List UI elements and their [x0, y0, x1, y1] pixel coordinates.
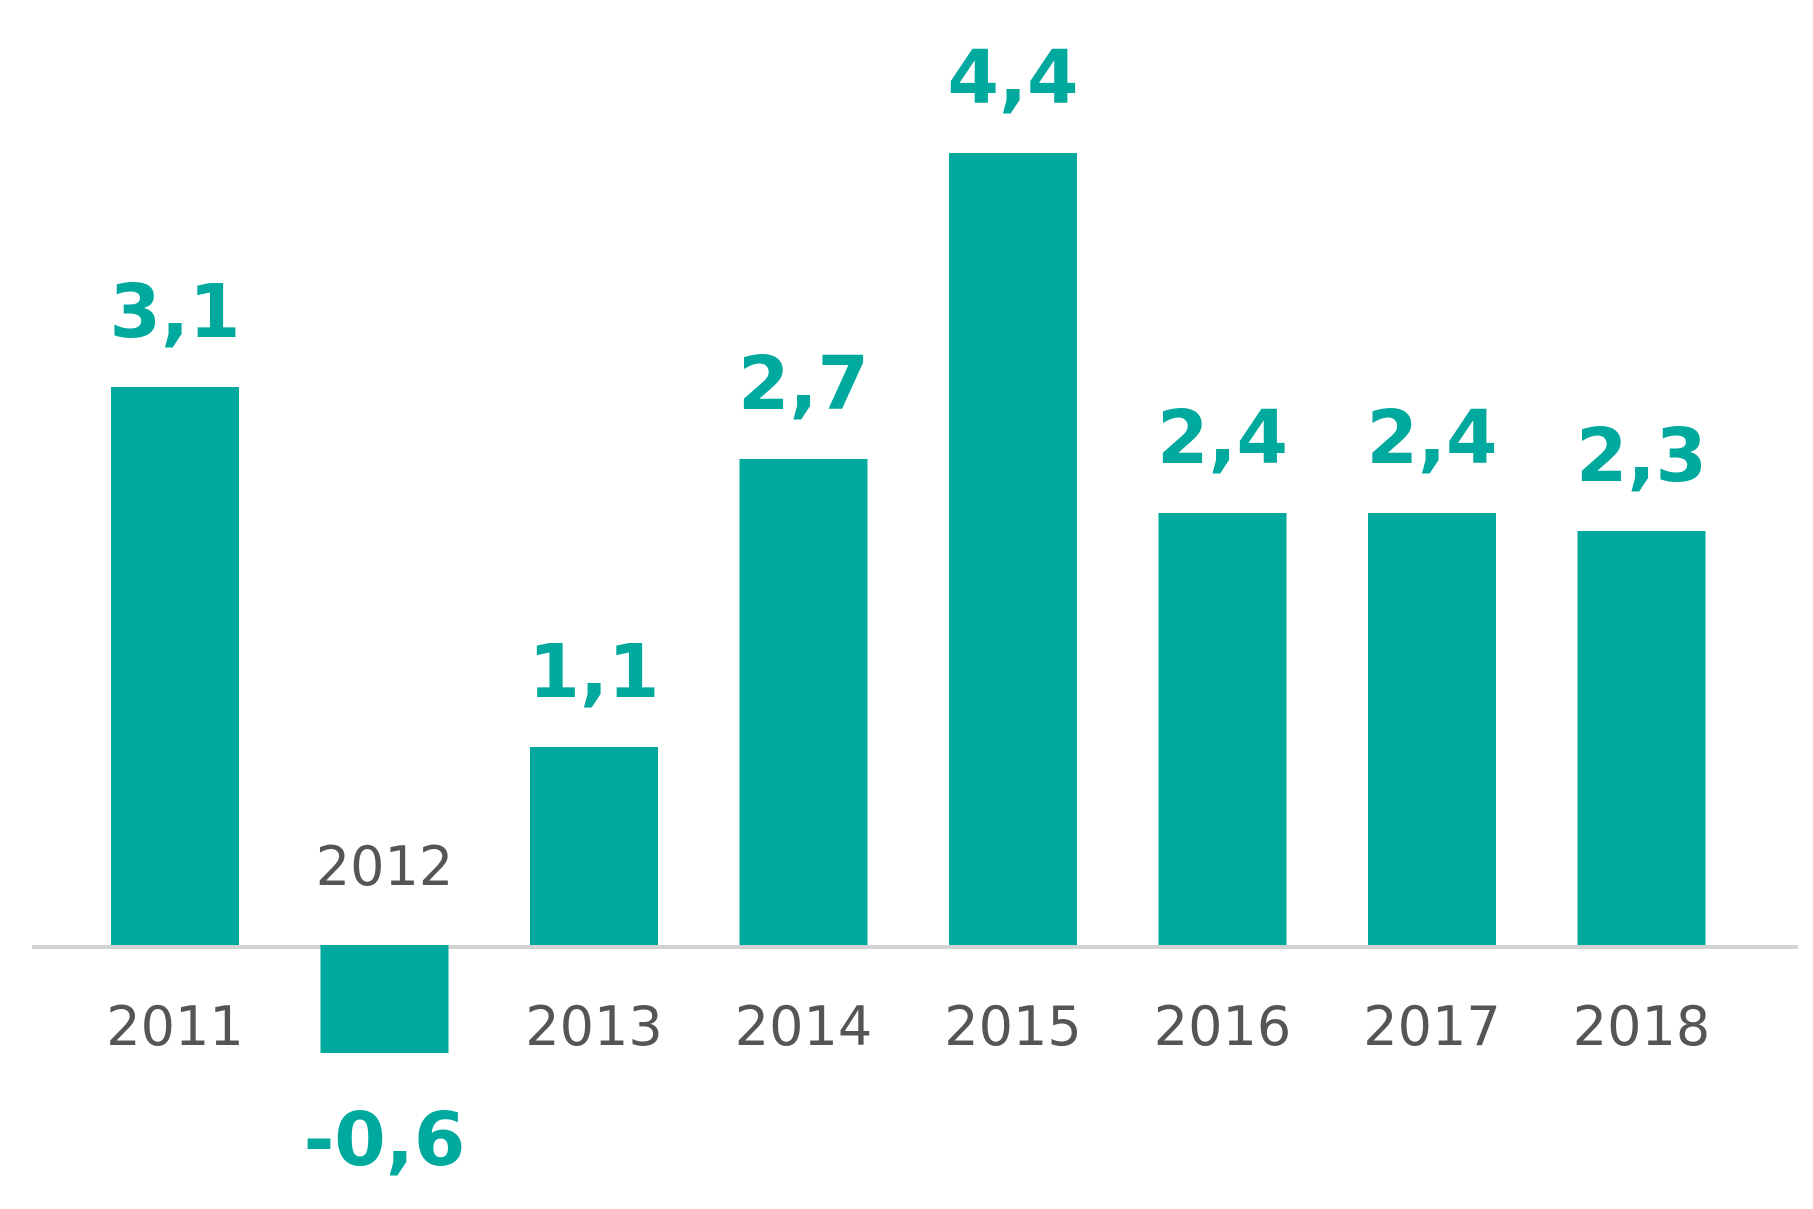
value-label-2015: 4,4	[947, 35, 1078, 121]
bar-2016	[1158, 513, 1287, 945]
year-label-2018: 2018	[1573, 995, 1710, 1058]
bar-2013	[530, 747, 658, 945]
value-label-2013: 1,1	[528, 629, 659, 715]
year-label-2013: 2013	[525, 995, 662, 1058]
value-label-2012: -0,6	[304, 1097, 466, 1183]
bar-2017	[1368, 513, 1496, 945]
value-label-2014: 2,7	[738, 341, 869, 427]
year-label-2011: 2011	[106, 995, 243, 1058]
value-label-2011: 3,1	[109, 269, 240, 355]
year-label-2016: 2016	[1154, 995, 1291, 1058]
bar-2015	[949, 153, 1077, 945]
year-label-2015: 2015	[944, 995, 1081, 1058]
year-label-2014: 2014	[735, 995, 872, 1058]
bar-2012	[320, 945, 449, 1053]
value-label-2018: 2,3	[1576, 413, 1707, 499]
year-label-2012: 2012	[316, 835, 453, 898]
value-label-2017: 2,4	[1366, 395, 1497, 481]
bar-2011	[111, 387, 239, 945]
value-label-2016: 2,4	[1157, 395, 1288, 481]
year-label-2017: 2017	[1363, 995, 1500, 1058]
bar-2018	[1577, 531, 1706, 945]
bar-2014	[739, 459, 868, 945]
